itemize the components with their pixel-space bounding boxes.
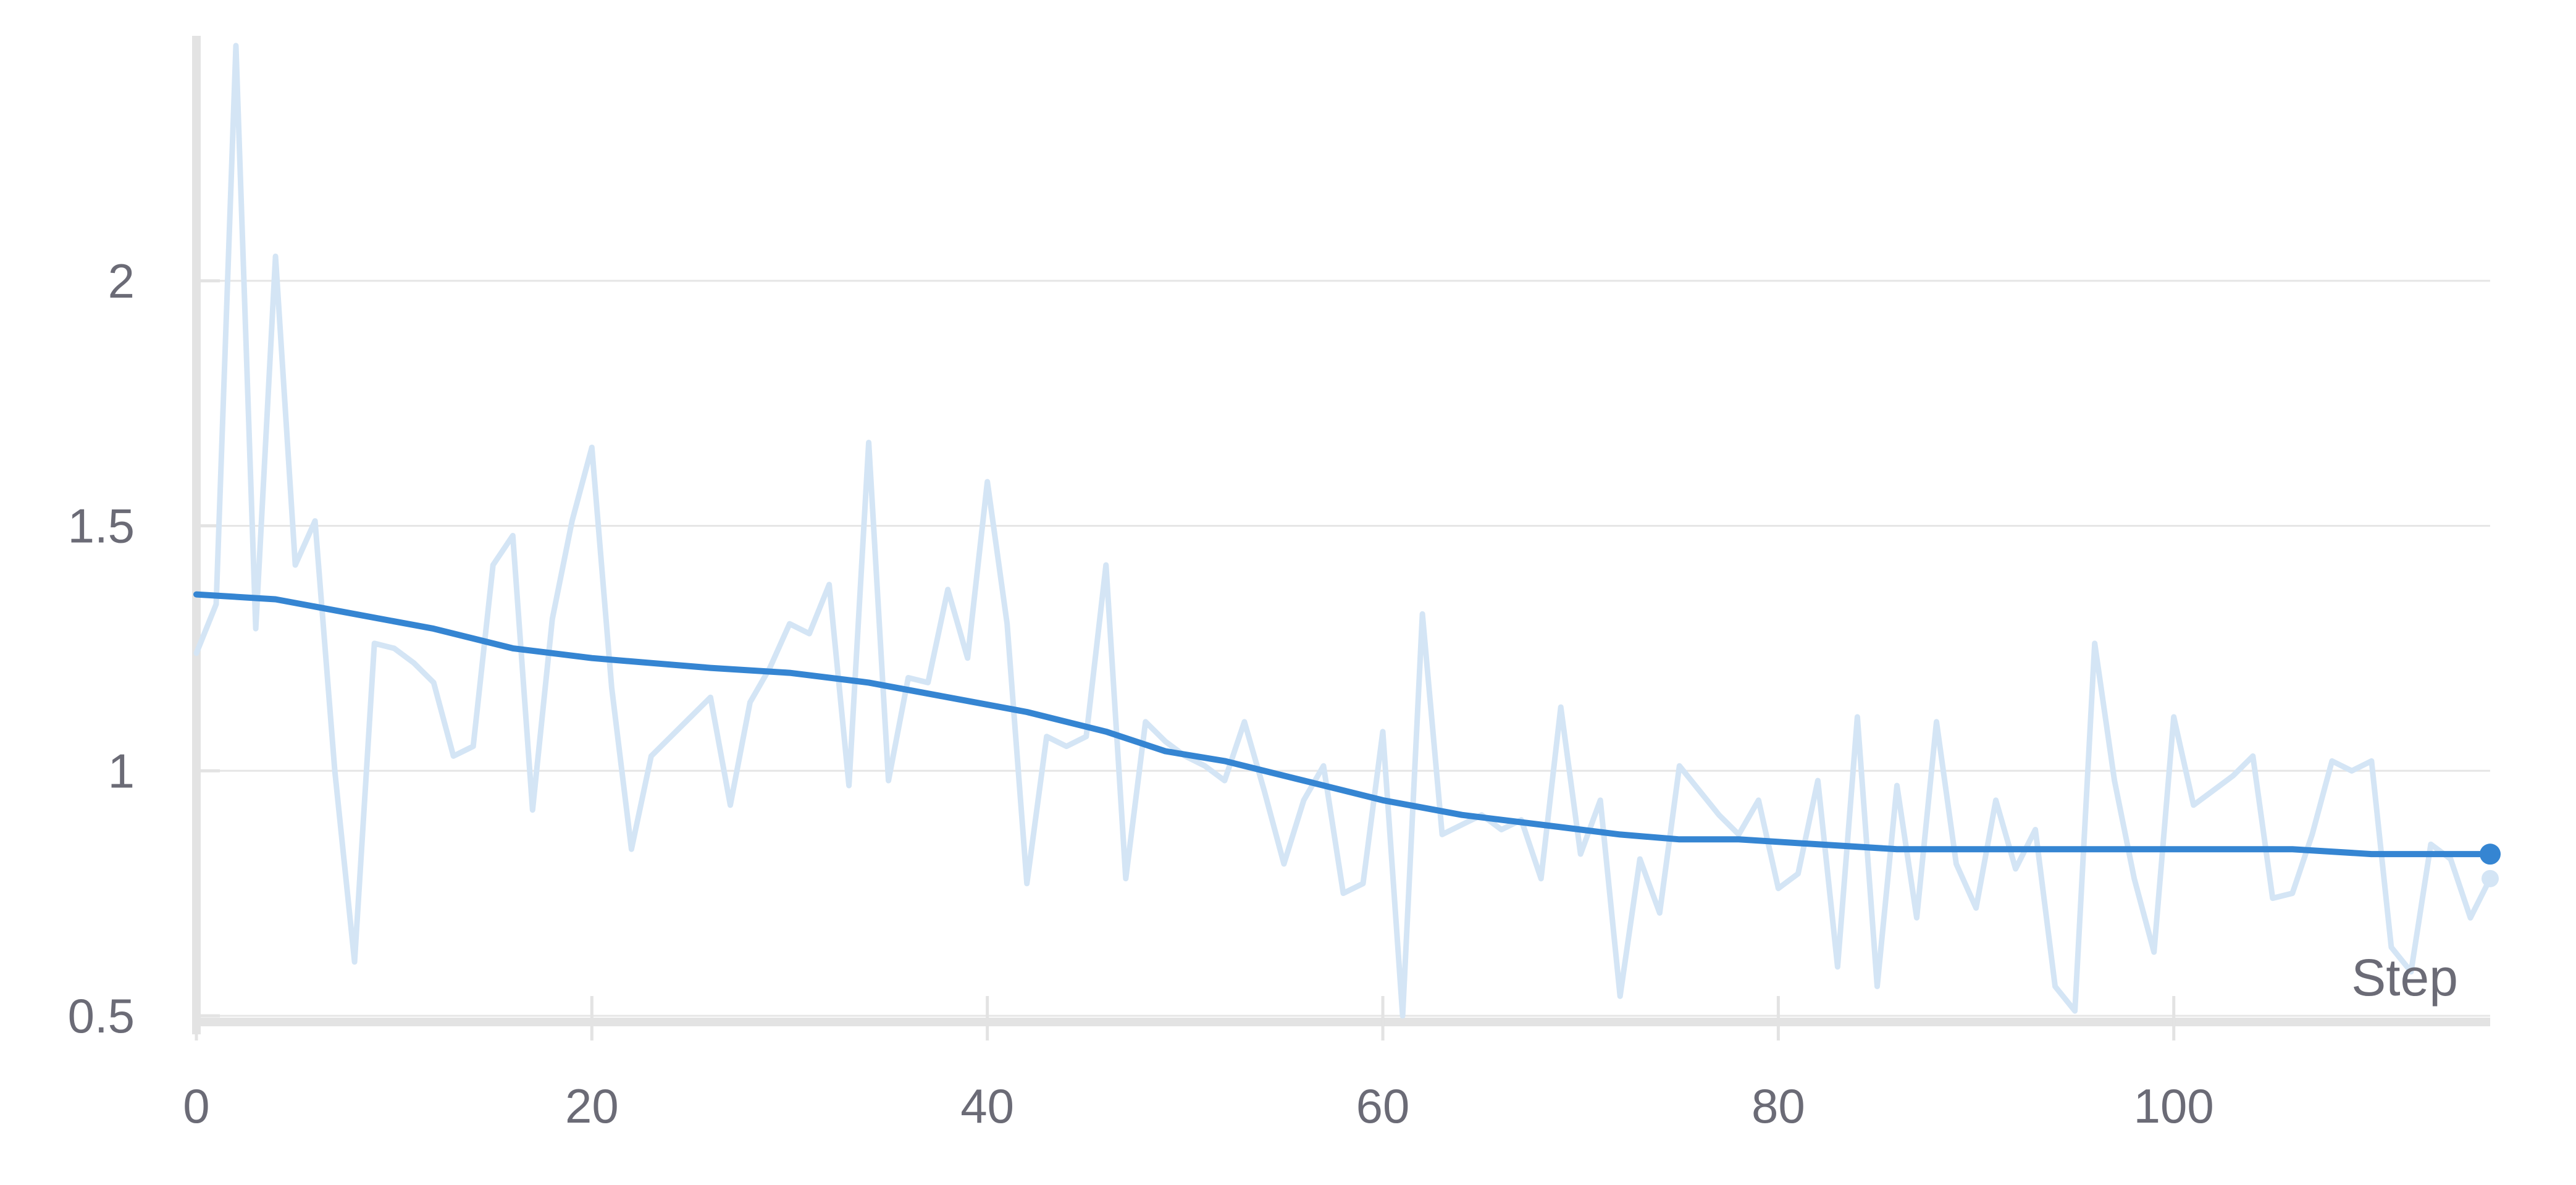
x-tick-label: 20 xyxy=(565,1079,619,1133)
y-tick-label: 0.5 xyxy=(68,989,135,1043)
x-tick-label: 80 xyxy=(1752,1079,1805,1133)
axes xyxy=(192,36,2490,1041)
x-tick-label: 40 xyxy=(960,1079,1014,1133)
raw-series-end-point xyxy=(2482,869,2499,887)
series-layer xyxy=(193,43,2501,1019)
y-tick-label: 1 xyxy=(108,743,135,798)
y-tick-label: 2 xyxy=(108,254,135,308)
y-tick-label: 1.5 xyxy=(68,499,135,553)
raw-series-line xyxy=(193,43,2493,1019)
x-tick-label: 60 xyxy=(1356,1079,1410,1133)
x-tick-label: 0 xyxy=(183,1079,209,1133)
smoothed-series-end-point xyxy=(2480,844,2501,865)
x-tick-label: 100 xyxy=(2134,1079,2214,1133)
gridlines xyxy=(196,280,2490,1017)
tick-labels: 0.511.520 20 40 60 80 100 xyxy=(68,254,2214,1133)
x-axis-title: Step xyxy=(2351,948,2458,1007)
smoothed-series-line xyxy=(193,591,2493,858)
